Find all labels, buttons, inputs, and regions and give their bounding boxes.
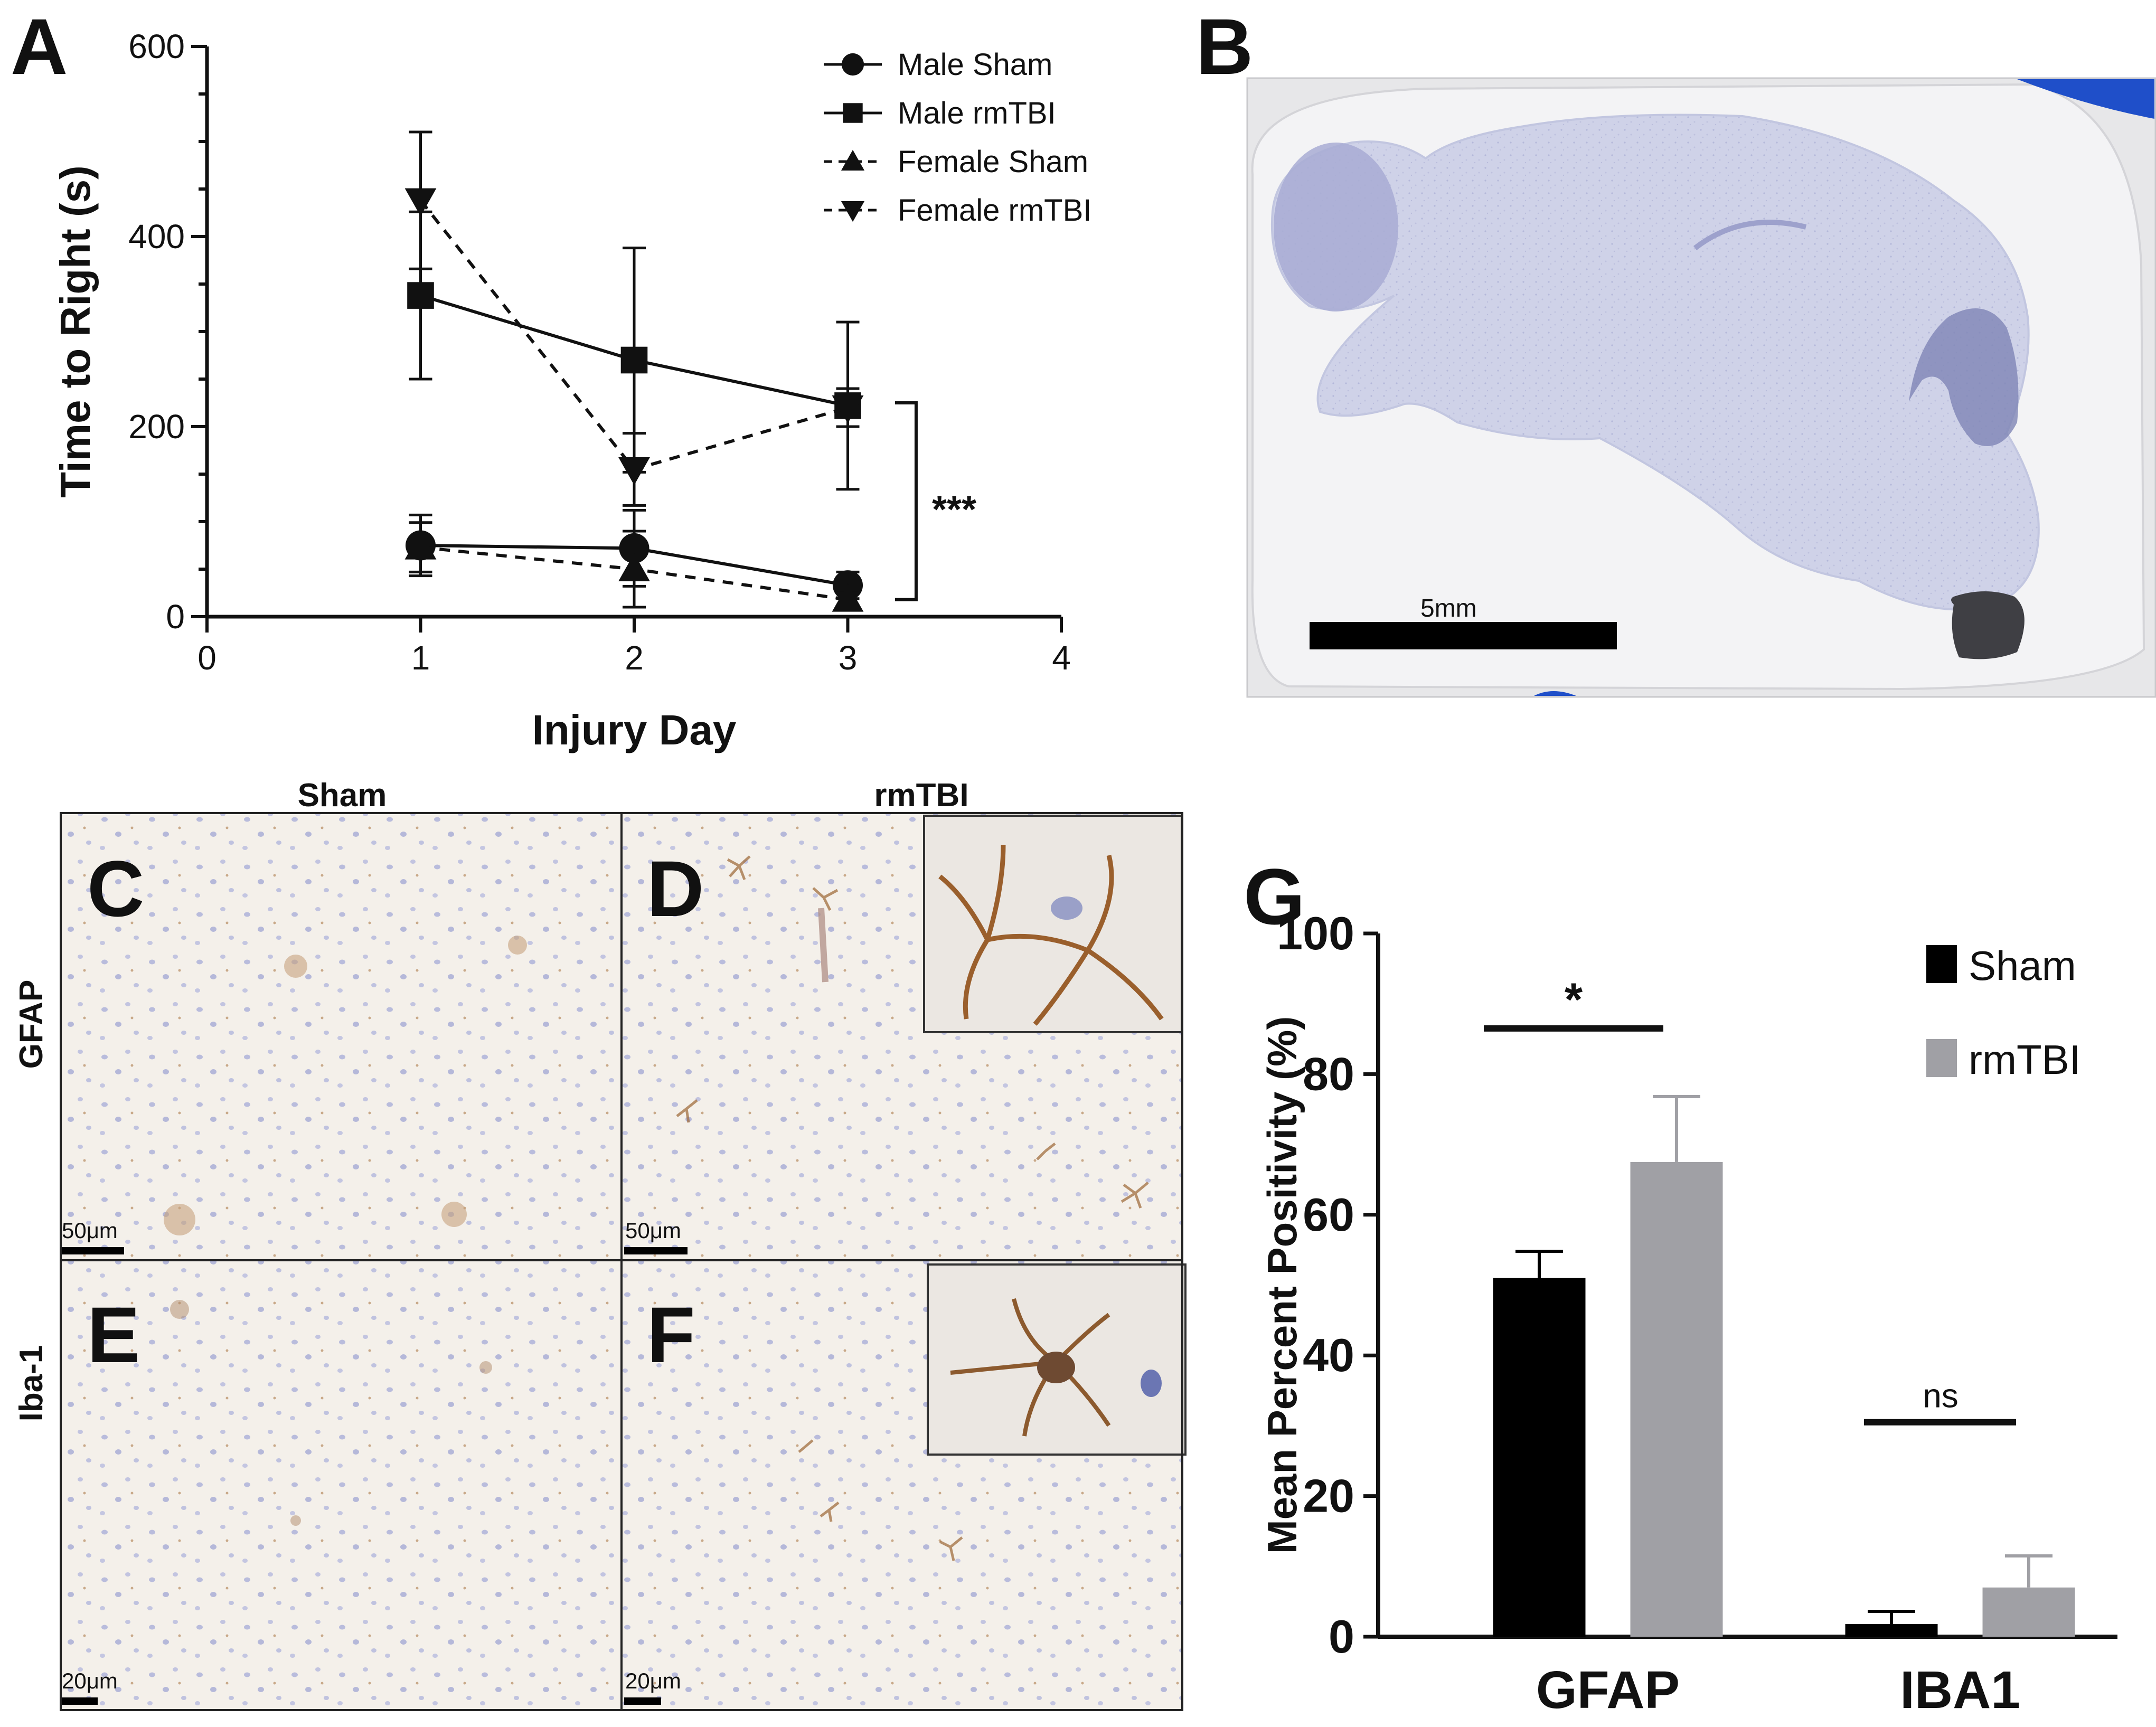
legend-label-g: Sham xyxy=(1969,942,2076,989)
marker-square xyxy=(407,282,434,309)
scalebar-e-label: 20μm xyxy=(62,1668,118,1693)
legend-swatch-g xyxy=(1926,1039,1957,1077)
column-label-sham: Sham xyxy=(298,777,387,814)
scalebar-c xyxy=(61,1247,124,1254)
line-chart-a: 0 200 400 600 0 1 2 3 4 Injury Day Time to Right (… xyxy=(52,27,1091,753)
olfactory-bulb xyxy=(1274,143,1398,312)
bar-gfap-sham xyxy=(1493,1278,1586,1637)
inset-f-microglia xyxy=(950,1298,1162,1437)
bar-chart-g: 0 20 40 60 80 100 Mean Percent Positivity (%) G… xyxy=(1259,907,2117,1720)
legend-label: Female rmTBI xyxy=(898,193,1091,228)
column-label-rmtbi: rmTBI xyxy=(874,777,968,814)
scalebar-f xyxy=(624,1697,661,1705)
legend-label-g: rmTBI xyxy=(1969,1036,2080,1083)
row-label-gfap: GFAP xyxy=(13,980,50,1069)
dab-staining-d xyxy=(676,855,1149,1209)
marker-triangle-up xyxy=(618,553,650,581)
marker-square xyxy=(620,346,648,374)
y-tick-label-g: 100 xyxy=(1277,907,1354,959)
significance-bracket xyxy=(895,401,918,601)
inset-d-astrocyte xyxy=(938,844,1164,1026)
marker-triangle-up xyxy=(832,583,864,612)
y-tick-label-g: 20 xyxy=(1303,1470,1354,1522)
panel-label-f: F xyxy=(647,1290,695,1379)
scalebar-f-label: 20μm xyxy=(625,1668,681,1693)
marker-triangle-down xyxy=(404,188,437,216)
x-tick-label-a: 2 xyxy=(625,639,644,677)
x-tick-label-g: GFAP xyxy=(1536,1660,1680,1720)
bar-iba1-rmtbi xyxy=(1982,1587,2075,1637)
y-tick-label-g: 0 xyxy=(1329,1610,1354,1663)
dab-staining-f xyxy=(798,1439,963,1561)
image-c xyxy=(61,813,622,1260)
histology-grid: C 50μm D 50μm E 20μm xyxy=(60,812,1187,1711)
x-axis-label-a: Injury Day xyxy=(532,706,737,753)
bar-gfap-rmtbi xyxy=(1630,1162,1723,1637)
y-tick-label-g: 80 xyxy=(1303,1047,1354,1100)
significance-label-iba1: ns xyxy=(1923,1377,1959,1415)
series-female-sham xyxy=(404,521,864,612)
y-tick-label-a: 600 xyxy=(128,27,185,65)
panel-label-g: G xyxy=(1244,852,1305,941)
x-tick-label-a: 0 xyxy=(197,639,216,677)
legend-swatch-g xyxy=(1926,945,1957,983)
legend-label: Male Sham xyxy=(898,48,1052,82)
marker-square xyxy=(843,103,863,123)
legend-label: Male rmTBI xyxy=(898,96,1056,130)
blue-edge-bottom xyxy=(1534,691,1576,696)
scalebar-d-label: 50μm xyxy=(625,1218,681,1243)
panel-label-d: D xyxy=(647,844,704,933)
scalebar-e xyxy=(61,1697,98,1705)
y-tick-label-g: 40 xyxy=(1303,1329,1354,1381)
hippocampus xyxy=(1693,220,1807,250)
x-tick-label-g: IBA1 xyxy=(1900,1660,2020,1720)
y-axis-label-a: Time to Right (s) xyxy=(52,165,99,498)
x-tick-label-a: 4 xyxy=(1052,639,1071,677)
series-female-rmtbi xyxy=(404,130,864,507)
y-tick-label-a: 400 xyxy=(128,218,185,256)
image-e xyxy=(61,1260,622,1710)
significance-label: *** xyxy=(932,488,976,531)
brainstem-dark xyxy=(1951,591,2025,659)
marker-triangle-up xyxy=(404,531,437,560)
dab-staining-e xyxy=(170,1300,492,1526)
dab-staining-c xyxy=(164,936,527,1235)
brain-section-image: 5mm xyxy=(1246,77,2156,698)
marker-circle xyxy=(841,53,864,76)
row-label-iba1: Iba-1 xyxy=(13,1345,50,1422)
x-tick-label-a: 3 xyxy=(839,639,858,677)
panel-label-c: C xyxy=(87,844,144,933)
bar-iba1-sham xyxy=(1845,1624,1938,1637)
marker-triangle-down xyxy=(832,395,864,423)
marker-triangle-down xyxy=(841,201,865,222)
cerebellum-folia xyxy=(1909,308,2019,446)
significance-label-gfap: * xyxy=(1565,973,1583,1025)
panel-label-a: A xyxy=(11,2,68,91)
marker-triangle-down xyxy=(618,457,650,485)
x-tick-label-a: 1 xyxy=(411,639,430,677)
scalebar-d xyxy=(624,1247,688,1254)
blue-edge-top xyxy=(2017,79,2154,119)
series-male-rmtbi xyxy=(407,210,861,491)
scalebar-c-label: 50μm xyxy=(62,1218,118,1243)
y-tick-label-a: 0 xyxy=(166,598,185,636)
marker-triangle-up xyxy=(841,149,865,171)
y-tick-label-a: 200 xyxy=(128,408,185,446)
scalebar-b xyxy=(1310,622,1617,649)
panel-label-e: E xyxy=(87,1290,140,1379)
y-tick-label-g: 60 xyxy=(1303,1188,1354,1241)
scalebar-b-label: 5mm xyxy=(1420,594,1477,622)
y-axis-label-g: Mean Percent Positivity (%) xyxy=(1259,1016,1305,1554)
legend-label: Female Sham xyxy=(898,145,1088,179)
panel-label-b: B xyxy=(1196,2,1253,91)
